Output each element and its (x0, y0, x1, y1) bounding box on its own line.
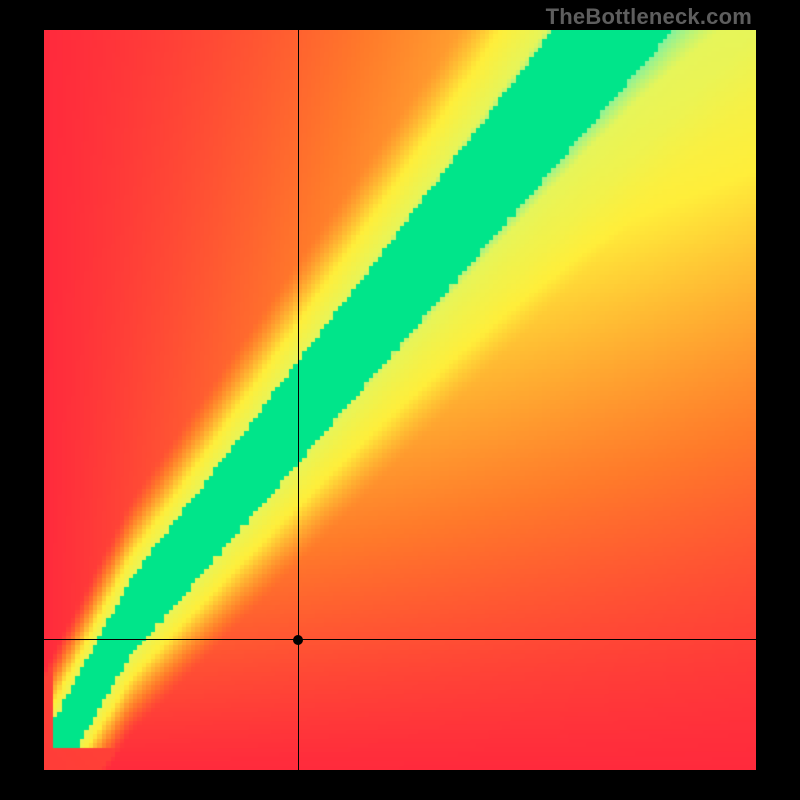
crosshair-horizontal (44, 639, 756, 640)
chart-container: TheBottleneck.com (0, 0, 800, 800)
crosshair-vertical (298, 30, 299, 770)
data-point-marker (293, 635, 303, 645)
plot-area (44, 30, 756, 770)
watermark-text: TheBottleneck.com (546, 4, 752, 30)
heatmap-canvas (44, 30, 756, 770)
